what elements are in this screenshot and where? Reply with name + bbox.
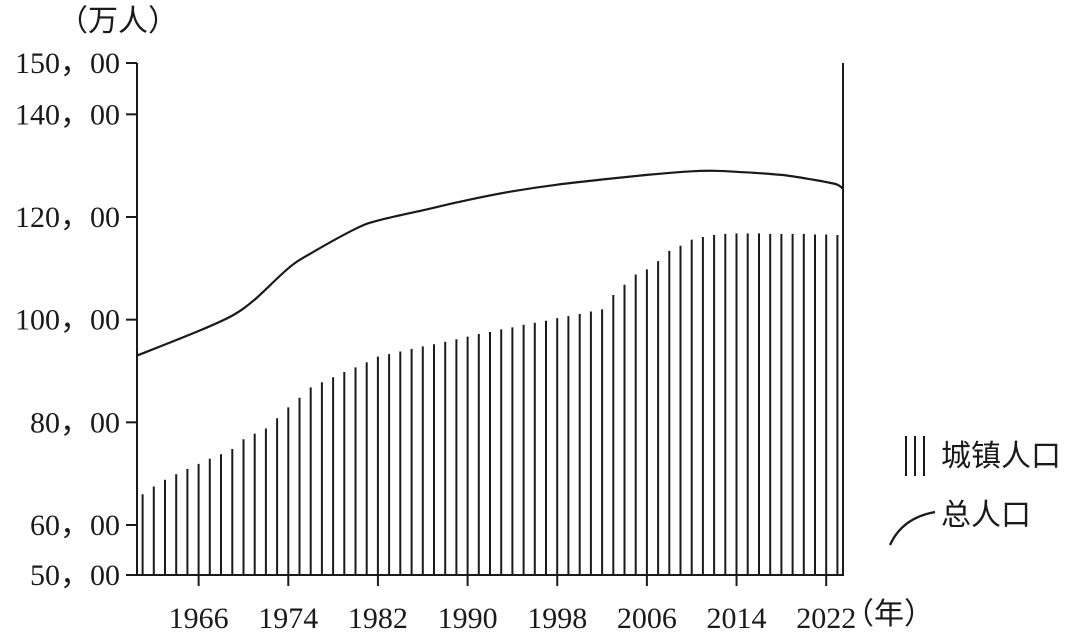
y-tick-label: 100，00 bbox=[15, 304, 120, 337]
y-tick-label: 50，00 bbox=[30, 559, 120, 592]
legend: 城镇人口 总人口 bbox=[888, 436, 1061, 546]
y-tick-label: 120，00 bbox=[15, 201, 120, 234]
x-axis-unit-label: （年） bbox=[844, 597, 934, 632]
legend-bar-symbol bbox=[905, 436, 925, 476]
x-tick-label: 1974 bbox=[258, 602, 318, 635]
x-tick-label: 1982 bbox=[348, 602, 408, 635]
x-tick-label: 2022 bbox=[796, 602, 856, 635]
x-tick-label: 1990 bbox=[438, 602, 498, 635]
legend-urban-label: 城镇人口 bbox=[941, 439, 1061, 474]
x-tick-label: 1966 bbox=[169, 602, 229, 635]
y-tick-label: 80，00 bbox=[30, 406, 120, 439]
legend-total-label: 总人口 bbox=[941, 498, 1031, 533]
x-tick-label: 2006 bbox=[617, 602, 677, 635]
y-tick-label: 150，00 bbox=[15, 47, 120, 80]
urban-population-bars bbox=[141, 233, 839, 575]
x-tick-label: 2014 bbox=[707, 602, 767, 635]
x-axis-ticks: 1966 1974 1982 1990 1998 2006 2014 2022 bbox=[169, 575, 856, 635]
y-tick-label: 140，00 bbox=[15, 98, 120, 131]
y-tick-label: 60，00 bbox=[30, 509, 120, 542]
x-tick-label: 1998 bbox=[527, 602, 587, 635]
y-axis-ticks: 50，00 60，00 80，00 100，00 120，00 140，00 150，00 bbox=[15, 47, 137, 592]
total-population-line bbox=[136, 169, 844, 357]
legend-line-symbol bbox=[888, 510, 936, 546]
y-axis-unit-label: （万人） bbox=[58, 4, 178, 39]
